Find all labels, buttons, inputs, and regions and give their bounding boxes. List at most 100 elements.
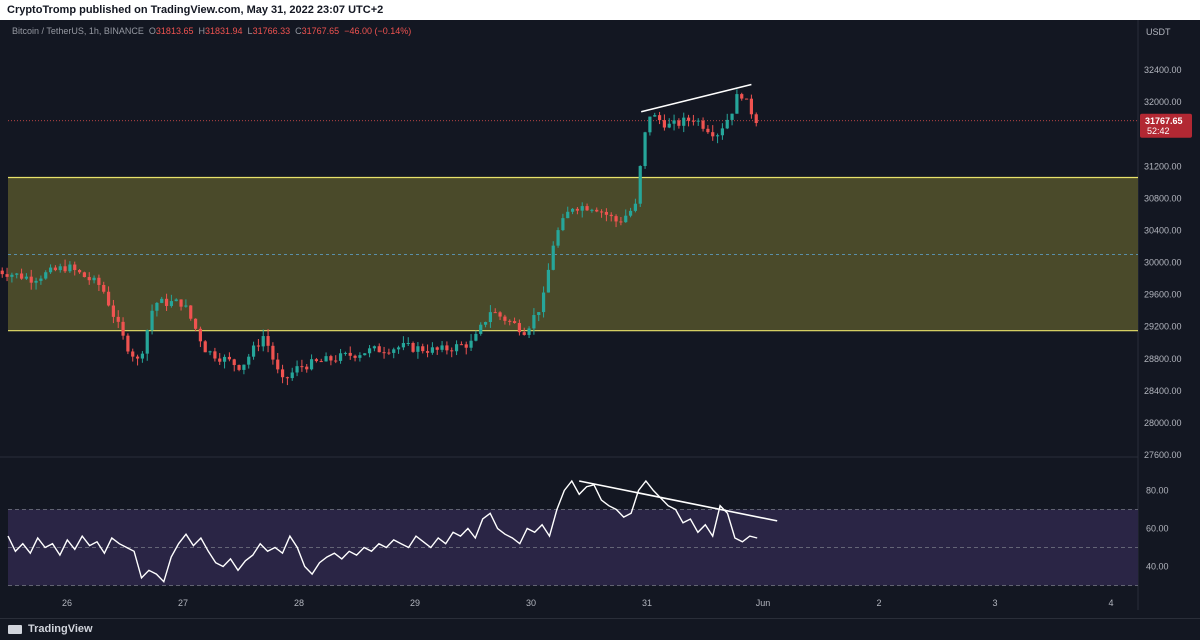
time-tick-label: 27 (178, 598, 188, 608)
candle-body (691, 120, 695, 122)
candle-body (401, 343, 405, 348)
rsi-tick-label: 80.00 (1146, 486, 1169, 496)
candle-body (406, 343, 410, 345)
open-label: O (148, 26, 156, 36)
candle-body (218, 358, 222, 362)
candle-body (363, 353, 367, 356)
candle-body (222, 356, 227, 362)
price-tick-label: 28400.00 (1144, 386, 1182, 396)
price-tick-label: 32400.00 (1144, 65, 1182, 75)
tradingview-logo[interactable]: TradingView (8, 623, 93, 635)
candle-body (150, 310, 154, 331)
candle-body (135, 356, 140, 359)
candle-body (372, 346, 376, 349)
candle-body (570, 208, 575, 212)
candle-body (314, 359, 318, 362)
rsi-tick-label: 60.00 (1146, 524, 1169, 534)
price-tick-label: 28800.00 (1144, 354, 1182, 364)
candle-body (309, 359, 314, 370)
price-tag-countdown: 52:42 (1147, 126, 1170, 136)
candle-body (131, 351, 135, 357)
price-tick-label: 30800.00 (1144, 193, 1182, 203)
candle-body (184, 305, 188, 307)
candle-body (387, 352, 391, 354)
candle-body (48, 267, 53, 273)
candle-body (348, 352, 352, 356)
rsi-trendline (579, 480, 778, 522)
rsi-tick-label: 40.00 (1146, 562, 1169, 572)
candle-body (609, 214, 613, 217)
candle-body (174, 299, 178, 302)
candle-body (479, 324, 483, 334)
candle-body (121, 321, 125, 336)
candle-body (657, 115, 662, 121)
candle-body (720, 128, 724, 136)
publisher-bar: CryptoTromp published on TradingView.com… (0, 0, 1200, 20)
price-tag (1140, 113, 1192, 138)
candle-body (503, 316, 507, 321)
candle-body (614, 216, 618, 222)
candle-body (261, 336, 265, 347)
footer: TradingView (0, 618, 1200, 640)
candle-body (126, 335, 130, 352)
time-tick-label: 30 (526, 598, 536, 608)
candle-body (595, 209, 599, 212)
candle-body (546, 269, 550, 293)
close-value: 31767.65 (301, 26, 340, 36)
candle-body (517, 323, 521, 333)
time-tick-label: 3 (992, 598, 997, 608)
candle-body (740, 94, 744, 99)
candle-body (34, 280, 38, 283)
price-tick-label: 29200.00 (1144, 322, 1182, 332)
candle-body (725, 119, 729, 129)
candle-body (276, 359, 280, 370)
candle-body (672, 120, 676, 124)
symbol-name: Bitcoin / TetherUS, 1h, BINANCE (12, 26, 144, 36)
candle-body (63, 266, 67, 272)
candle-body (619, 221, 623, 223)
candle-body (561, 218, 565, 231)
candle-body (160, 298, 164, 303)
candle-body (537, 312, 541, 316)
candle-body (68, 264, 72, 272)
candle-body (256, 345, 260, 347)
candle-body (102, 284, 106, 292)
candle-body (24, 276, 28, 279)
candle-body (556, 230, 560, 246)
candle-body (633, 203, 637, 211)
price-tick-label: 30400.00 (1144, 225, 1182, 235)
candle-body (667, 123, 671, 128)
candle-body (735, 94, 739, 114)
rsi-panel (7, 479, 1138, 586)
high-value: 31831.94 (204, 26, 243, 36)
candle-body (396, 347, 401, 350)
candle-body (203, 341, 207, 353)
candle-body (155, 302, 159, 311)
candle-body (474, 333, 478, 341)
price-tick-label: 28000.00 (1144, 418, 1182, 428)
candle-body (580, 206, 584, 211)
open-value: 31813.65 (155, 26, 194, 36)
candle-body (19, 273, 24, 279)
candle-body (179, 299, 183, 307)
time-tick-label: 29 (410, 598, 420, 608)
candle-body (305, 366, 309, 370)
candle-body (280, 369, 285, 378)
candle-body (271, 345, 275, 360)
candle-body (82, 272, 86, 278)
candle-body (686, 117, 691, 121)
price-tick-label: 30000.00 (1144, 258, 1182, 268)
candle-body (508, 320, 512, 322)
candle-body (324, 356, 328, 362)
candle-body (213, 351, 217, 359)
high-label: H (198, 26, 205, 36)
candle-body (58, 266, 62, 271)
candle-body (541, 292, 546, 313)
candle-body (77, 270, 82, 273)
candle-body (97, 277, 101, 285)
candle-body (189, 305, 193, 319)
brand-label: TradingView (28, 623, 93, 635)
candle-body (696, 120, 700, 122)
candle-body (566, 211, 570, 219)
